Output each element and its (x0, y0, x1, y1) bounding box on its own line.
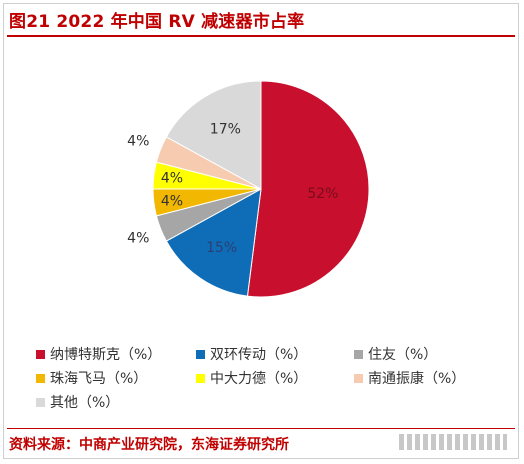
legend-swatch (196, 373, 205, 383)
legend-swatch (36, 349, 45, 359)
legend-swatch (354, 373, 363, 383)
data-label-shuanghuan: 15% (206, 240, 237, 256)
legend-label: 中大力德（%） (210, 371, 308, 387)
pie-slice-others (165, 80, 262, 190)
source-rule (7, 428, 515, 429)
legend-item-nabtesco: 纳博特斯克（%） (36, 344, 161, 364)
data-label-nantong-zhenkang: 4% (127, 133, 149, 149)
legend-item-sumitomo: 住友（%） (354, 344, 437, 364)
legend-item-zhongda-lide: 中大力德（%） (196, 368, 307, 388)
legend-swatch (36, 397, 45, 407)
pie-slice-nabtesco (246, 80, 370, 298)
legend-swatch (36, 373, 45, 383)
legend-label: 南通振康（%） (368, 371, 466, 387)
data-label-zhongda-lide: 4% (161, 171, 183, 187)
data-label-others: 17% (210, 122, 241, 138)
legend-swatch (196, 349, 205, 359)
legend-label: 其他（%） (50, 395, 120, 411)
title-rule (7, 35, 515, 37)
legend-item-nantong-zhenkang: 南通振康（%） (354, 368, 465, 388)
legend-label: 纳博特斯克（%） (50, 347, 162, 363)
watermark-logo (399, 434, 507, 450)
legend-item-zhuhai-feima: 珠海飞马（%） (36, 368, 147, 388)
figure-title: 图21 2022 年中国 RV 减速器市占率 (9, 12, 305, 32)
pie-slice-shuanghuan (165, 188, 262, 297)
legend-item-shuanghuan: 双环传动（%） (196, 344, 307, 364)
legend-label: 住友（%） (368, 347, 438, 363)
data-label-nabtesco: 52% (307, 186, 338, 202)
legend-swatch (354, 349, 363, 359)
legend-label: 双环传动（%） (210, 347, 308, 363)
data-label-zhuhai-feima: 4% (161, 193, 183, 209)
source-note: 资料来源：中商产业研究院，东海证券研究所 (9, 437, 289, 453)
legend-item-others: 其他（%） (36, 392, 119, 412)
legend-label: 珠海飞马（%） (50, 371, 148, 387)
data-label-sumitomo: 4% (127, 231, 149, 247)
